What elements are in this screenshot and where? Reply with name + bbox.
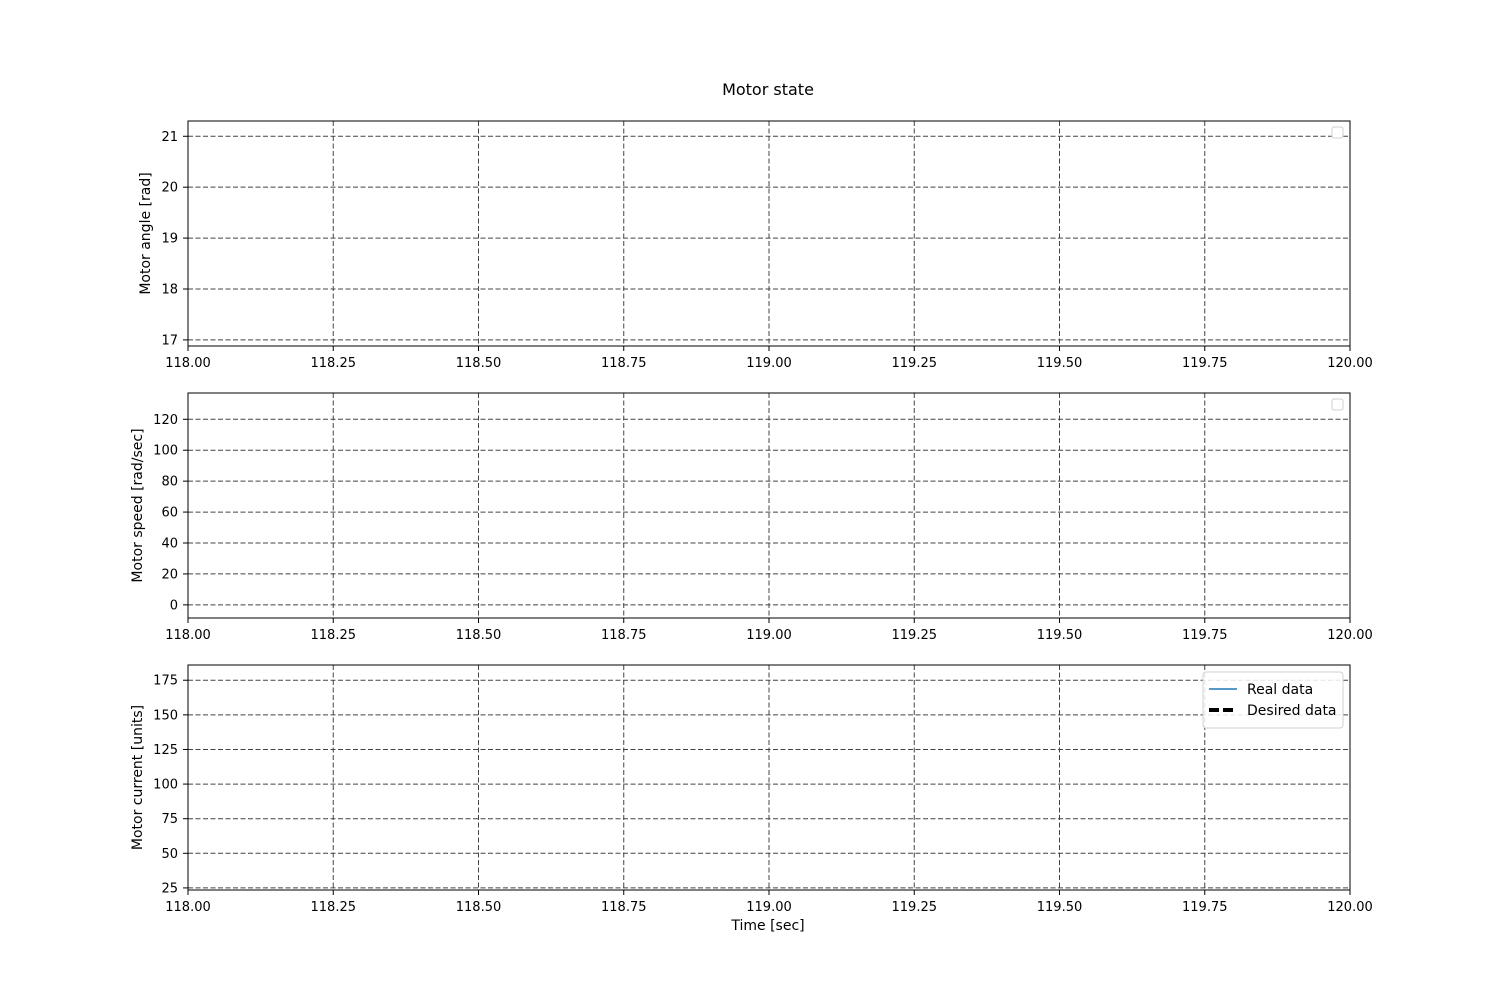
y-tick-label: 0 xyxy=(170,598,178,613)
legend: Real data Desired data xyxy=(1202,671,1344,729)
x-tick-label: 118.00 xyxy=(165,356,211,371)
y-tick-label: 120 xyxy=(153,413,178,428)
empty-legend-box xyxy=(1331,126,1344,139)
y-tick-label: 80 xyxy=(161,475,178,490)
x-tick-label: 119.00 xyxy=(746,628,792,643)
x-tick-label: 119.25 xyxy=(892,900,938,915)
legend-label-1: Real data xyxy=(1247,682,1313,698)
legend-label-2: Desired data xyxy=(1247,703,1337,719)
x-tick-label: 119.75 xyxy=(1182,628,1228,643)
x-tick-label: 120.00 xyxy=(1327,356,1373,371)
y-tick-label: 17 xyxy=(161,333,178,348)
x-tick-label: 118.50 xyxy=(456,900,502,915)
y-tick-label: 100 xyxy=(153,778,178,793)
y-tick-label: 19 xyxy=(161,232,178,247)
y-tick-label: 75 xyxy=(161,812,178,827)
x-tick-label: 120.00 xyxy=(1327,628,1373,643)
y-tick-label: 125 xyxy=(153,743,178,758)
legend-box xyxy=(1202,671,1344,729)
x-tick-label: 119.25 xyxy=(892,356,938,371)
x-tick-label: 118.75 xyxy=(601,356,647,371)
y-axis-label: Motor current [units] xyxy=(130,705,146,850)
x-tick-label: 119.50 xyxy=(1037,356,1083,371)
x-tick-label: 118.75 xyxy=(601,628,647,643)
x-tick-label: 118.25 xyxy=(311,356,357,371)
x-axis-label: Time [sec] xyxy=(730,918,804,934)
x-tick-label: 118.00 xyxy=(165,900,211,915)
subplot-2: 118.00 118.25 118.50 118.75 119.00 119.25 119.… xyxy=(130,392,1373,643)
subplots: 118.00 118.25 118.50 118.75 119.00 119.25 119.… xyxy=(130,120,1373,915)
y-tick-label: 50 xyxy=(161,847,178,862)
y-axis-label: Motor speed [rad/sec] xyxy=(130,428,146,582)
x-tick-label: 119.50 xyxy=(1037,628,1083,643)
y-tick-label: 60 xyxy=(161,506,178,521)
x-tick-label: 119.25 xyxy=(892,628,938,643)
x-tick-label: 120.00 xyxy=(1327,900,1373,915)
figure-title: Motor state xyxy=(722,80,814,99)
x-tick-label: 118.50 xyxy=(456,628,502,643)
y-tick-label: 20 xyxy=(161,567,178,582)
x-tick-label: 119.00 xyxy=(746,356,792,371)
y-tick-label: 18 xyxy=(161,282,178,297)
x-tick-label: 118.75 xyxy=(601,900,647,915)
y-tick-label: 21 xyxy=(161,130,178,145)
y-axis-label: Motor angle [rad] xyxy=(138,172,154,294)
y-tick-label: 20 xyxy=(161,181,178,196)
subplot-3: 118.00 118.25 118.50 118.75 119.00 119.25 119.… xyxy=(130,664,1373,915)
empty-legend-box xyxy=(1331,398,1344,411)
y-tick-label: 150 xyxy=(153,708,178,723)
subplot-1: 118.00 118.25 118.50 118.75 119.00 119.25 119.… xyxy=(138,120,1373,371)
x-tick-label: 119.50 xyxy=(1037,900,1083,915)
x-tick-label: 118.25 xyxy=(311,628,357,643)
x-tick-label: 118.25 xyxy=(311,900,357,915)
x-tick-label: 118.00 xyxy=(165,628,211,643)
y-tick-label: 25 xyxy=(161,881,178,896)
x-tick-label: 119.00 xyxy=(746,900,792,915)
x-tick-label: 119.75 xyxy=(1182,900,1228,915)
x-tick-label: 119.75 xyxy=(1182,356,1228,371)
x-tick-label: 118.50 xyxy=(456,356,502,371)
y-tick-label: 100 xyxy=(153,444,178,459)
y-tick-label: 40 xyxy=(161,537,178,552)
y-tick-label: 175 xyxy=(153,674,178,689)
